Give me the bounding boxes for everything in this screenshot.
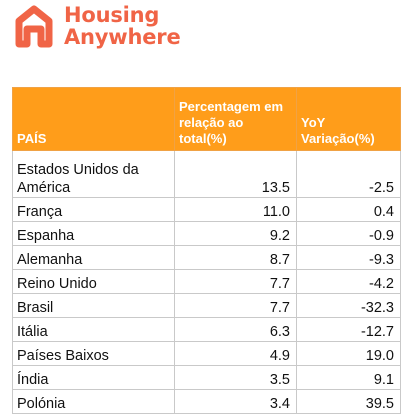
housing-anywhere-logo-icon <box>15 5 53 48</box>
brand-name-line2: Anywhere <box>64 25 181 49</box>
yoy-cell: 19.0 <box>296 341 401 366</box>
country-cell: Estados Unidos da América <box>12 150 175 198</box>
percentage-cell: 13.5 <box>174 150 297 198</box>
yoy-cell: 9.1 <box>296 365 401 390</box>
yoy-cell: -2.5 <box>296 150 401 198</box>
country-cell: Brasil <box>12 293 175 318</box>
percentage-cell: 3.5 <box>174 365 297 390</box>
yoy-cell: -0.9 <box>296 221 401 246</box>
table-row: Polónia 3.4 39.5 <box>12 389 401 414</box>
country-cell: Itália <box>12 317 175 342</box>
country-cell: Países Baixos <box>12 341 175 366</box>
country-cell: Polónia <box>12 389 175 414</box>
country-cell: Espanha <box>12 221 175 246</box>
percentage-cell: 7.7 <box>174 293 297 318</box>
table-row: Índia 3.5 9.1 <box>12 365 401 390</box>
percentage-cell: 3.4 <box>174 389 297 414</box>
yoy-cell: -32.3 <box>296 293 401 318</box>
table-row: Estados Unidos da América 13.5 -2.5 <box>12 150 401 198</box>
country-cell: Alemanha <box>12 245 175 270</box>
header-percentage: Percentagem em relação ao total(%) <box>174 87 297 151</box>
header-yoy: YoY Variação(%) <box>296 87 401 151</box>
country-cell: França <box>12 197 175 222</box>
country-table: PAÍS Percentagem em relação ao total(%) … <box>12 87 401 414</box>
table-row: Brasil 7.7 -32.3 <box>12 293 401 318</box>
country-cell: Índia <box>12 365 175 390</box>
yoy-cell: 0.4 <box>296 197 401 222</box>
yoy-cell: -12.7 <box>296 317 401 342</box>
yoy-cell: 39.5 <box>296 389 401 414</box>
percentage-cell: 6.3 <box>174 317 297 342</box>
header-country: PAÍS <box>12 87 175 151</box>
percentage-cell: 4.9 <box>174 341 297 366</box>
table-row: Reino Unido 7.7 -4.2 <box>12 269 401 294</box>
table-row: Itália 6.3 -12.7 <box>12 317 401 342</box>
percentage-cell: 7.7 <box>174 269 297 294</box>
table-header-row: PAÍS Percentagem em relação ao total(%) … <box>12 87 401 151</box>
percentage-cell: 11.0 <box>174 197 297 222</box>
table-row: Espanha 9.2 -0.9 <box>12 221 401 246</box>
table-row: Alemanha 8.7 -9.3 <box>12 245 401 270</box>
table-row: França 11.0 0.4 <box>12 197 401 222</box>
yoy-cell: -9.3 <box>296 245 401 270</box>
brand-name-line1: Housing <box>64 3 160 27</box>
percentage-cell: 9.2 <box>174 221 297 246</box>
brand-logo: Housing Anywhere <box>12 3 181 49</box>
percentage-cell: 8.7 <box>174 245 297 270</box>
brand-name: Housing Anywhere <box>64 3 181 49</box>
table-row: Países Baixos 4.9 19.0 <box>12 341 401 366</box>
yoy-cell: -4.2 <box>296 269 401 294</box>
country-cell: Reino Unido <box>12 269 175 294</box>
